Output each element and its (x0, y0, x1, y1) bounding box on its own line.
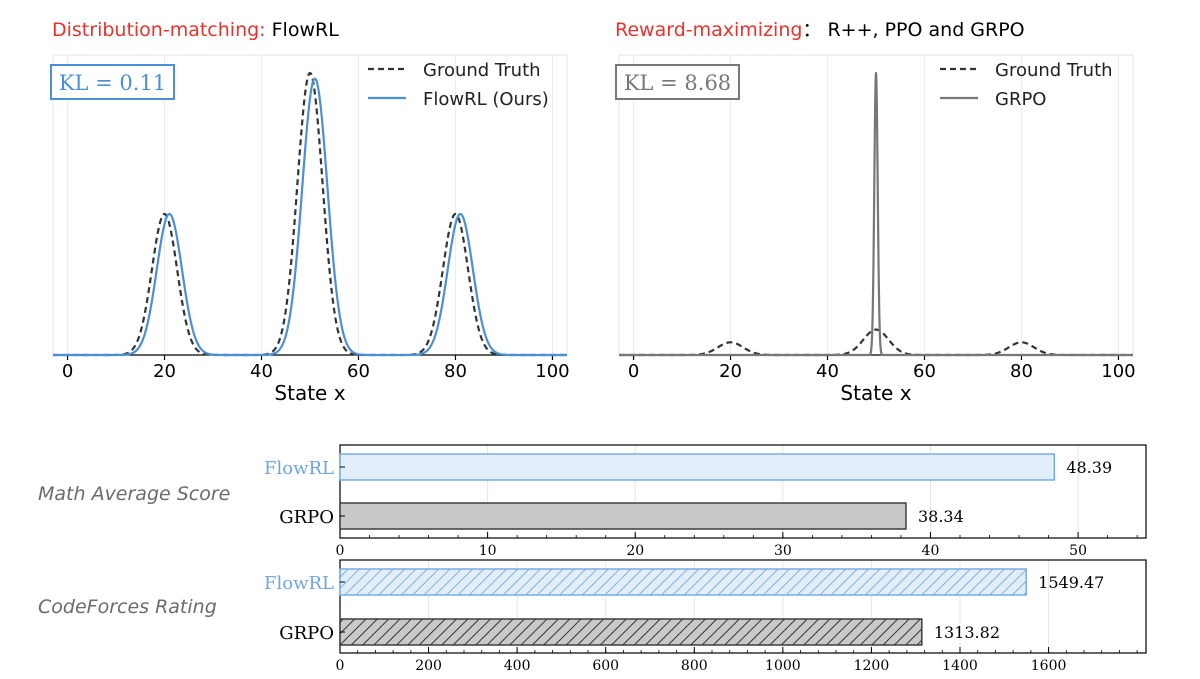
bar-value-label: 1549.47 (1038, 573, 1104, 592)
bar-chart-title: CodeForces Rating (38, 596, 217, 618)
kl-annotation: KL = 0.11 (50, 64, 175, 100)
plot-frame (339, 444, 1147, 539)
bar-chart-title: Math Average Score (38, 483, 230, 505)
x-tick-label: 80 (1010, 361, 1033, 382)
x-tick-label: 0 (336, 658, 345, 674)
kl-annotation-text: KL = 0.11 (59, 71, 166, 95)
series-line-flowrl-ours (52, 77, 568, 357)
x-tick-label: 0 (628, 361, 639, 382)
kl-annotation-text: KL = 8.68 (624, 71, 731, 95)
right-title-highlight: Reward-maximizing (615, 19, 802, 41)
x-tick-label: 80 (444, 361, 467, 382)
x-tick-label: 50 (1069, 543, 1087, 559)
kl-annotation-box (615, 64, 740, 100)
x-tick-label: 10 (479, 543, 497, 559)
x-tick-label: 1600 (1031, 658, 1067, 674)
x-tick-label: 0 (336, 543, 345, 559)
flowrl-distribution-plot: 0 20 40 60 80 100 State x KL = 0.11 Ground Truth… (50, 54, 570, 405)
bar-value-label: 38.34 (918, 507, 964, 526)
x-tick-label: 100 (1101, 361, 1135, 382)
codeforces-rating-bar-chart: 0 200 400 600 800 1000 1200 1400 1600 CodeForces … (38, 559, 1147, 674)
x-tick-label: 1200 (854, 658, 890, 674)
x-tick-label: 40 (250, 361, 273, 382)
series-line-grpo (618, 71, 1134, 357)
x-tick-label: 40 (922, 543, 940, 559)
bar-grpo (339, 618, 923, 646)
x-tick-label: 600 (592, 658, 619, 674)
bar-value-label: 48.39 (1066, 458, 1112, 477)
series-line-ground-truth (52, 71, 568, 357)
left-title-method: FlowRL (266, 19, 340, 41)
x-axis-label: State x (274, 381, 345, 405)
kl-annotation-box (50, 64, 175, 100)
x-tick-label: 60 (913, 361, 936, 382)
x-tick-label: 200 (415, 658, 442, 674)
x-tick-label: 30 (774, 543, 792, 559)
y-tick-label: GRPO (279, 507, 334, 528)
x-axis-label: State x (840, 381, 911, 405)
x-tick-label: 400 (504, 658, 531, 674)
left-panel-title: Distribution-matching: FlowRL (52, 19, 339, 41)
right-title-methods: ： R++, PPO and GRPO (802, 19, 1024, 41)
legend-label: FlowRL (Ours) (423, 89, 549, 110)
x-tick-label: 20 (626, 543, 644, 559)
math-score-bar-chart: 0 10 20 30 40 50 Math Average Score FlowRL 48.39… (38, 444, 1147, 559)
x-tick-label: 1000 (765, 658, 801, 674)
bar-flowrl (339, 453, 1056, 481)
legend-label: GRPO (995, 89, 1046, 110)
plot-frame (339, 559, 1147, 654)
grpo-distribution-plot: 0 20 40 60 80 100 State x KL = 8.68 Ground Truth… (615, 54, 1136, 405)
bar-value-label: 1313.82 (934, 623, 1000, 642)
kl-annotation: KL = 8.68 (615, 64, 740, 100)
x-tick-label: 1400 (942, 658, 978, 674)
x-tick-label: 40 (816, 361, 839, 382)
x-tick-label: 20 (153, 361, 176, 382)
bar-flowrl (339, 568, 1027, 596)
y-tick-label: FlowRL (264, 458, 334, 479)
series-line-ground-truth (618, 328, 1134, 357)
right-panel-title: Reward-maximizing： R++, PPO and GRPO (615, 19, 1025, 41)
x-tick-label: 0 (62, 361, 73, 382)
y-tick-label: FlowRL (264, 573, 334, 594)
x-tick-label: 20 (719, 361, 742, 382)
x-tick-label: 60 (347, 361, 370, 382)
bar-grpo (339, 502, 907, 530)
y-tick-label: GRPO (279, 623, 334, 644)
x-tick-label: 800 (681, 658, 708, 674)
left-title-highlight: Distribution-matching: (52, 19, 266, 41)
legend-label: Ground Truth (423, 60, 541, 81)
legend-label: Ground Truth (995, 60, 1113, 81)
x-tick-label: 100 (535, 361, 569, 382)
